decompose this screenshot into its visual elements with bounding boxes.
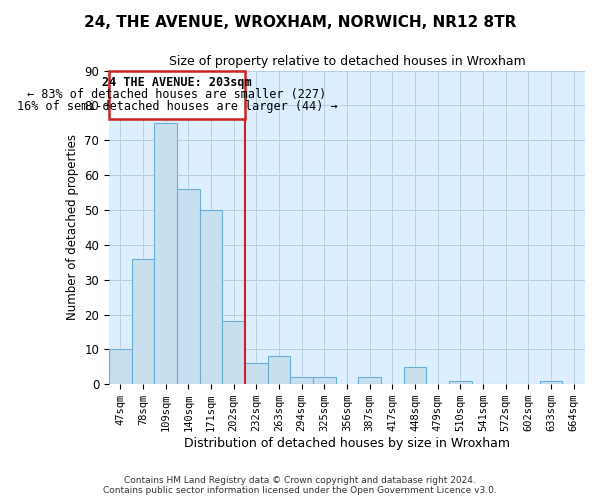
Y-axis label: Number of detached properties: Number of detached properties [66,134,79,320]
Bar [404,367,426,384]
Bar [109,70,245,120]
Bar [268,356,290,384]
Text: 24, THE AVENUE, WROXHAM, NORWICH, NR12 8TR: 24, THE AVENUE, WROXHAM, NORWICH, NR12 8… [84,15,516,30]
Bar [154,123,177,384]
X-axis label: Distribution of detached houses by size in Wroxham: Distribution of detached houses by size … [184,437,510,450]
Text: 24 THE AVENUE: 203sqm: 24 THE AVENUE: 203sqm [102,76,252,89]
Bar [109,350,131,384]
Bar [290,378,313,384]
Text: Contains HM Land Registry data © Crown copyright and database right 2024.
Contai: Contains HM Land Registry data © Crown c… [103,476,497,495]
Bar [222,322,245,384]
Bar [131,259,154,384]
Bar [200,210,222,384]
Bar [245,364,268,384]
Bar [313,378,335,384]
Bar [449,380,472,384]
Bar [539,380,562,384]
Title: Size of property relative to detached houses in Wroxham: Size of property relative to detached ho… [169,55,526,68]
Bar [177,189,200,384]
Bar [358,378,381,384]
Text: 16% of semi-detached houses are larger (44) →: 16% of semi-detached houses are larger (… [17,100,337,113]
Text: ← 83% of detached houses are smaller (227): ← 83% of detached houses are smaller (22… [27,88,326,101]
